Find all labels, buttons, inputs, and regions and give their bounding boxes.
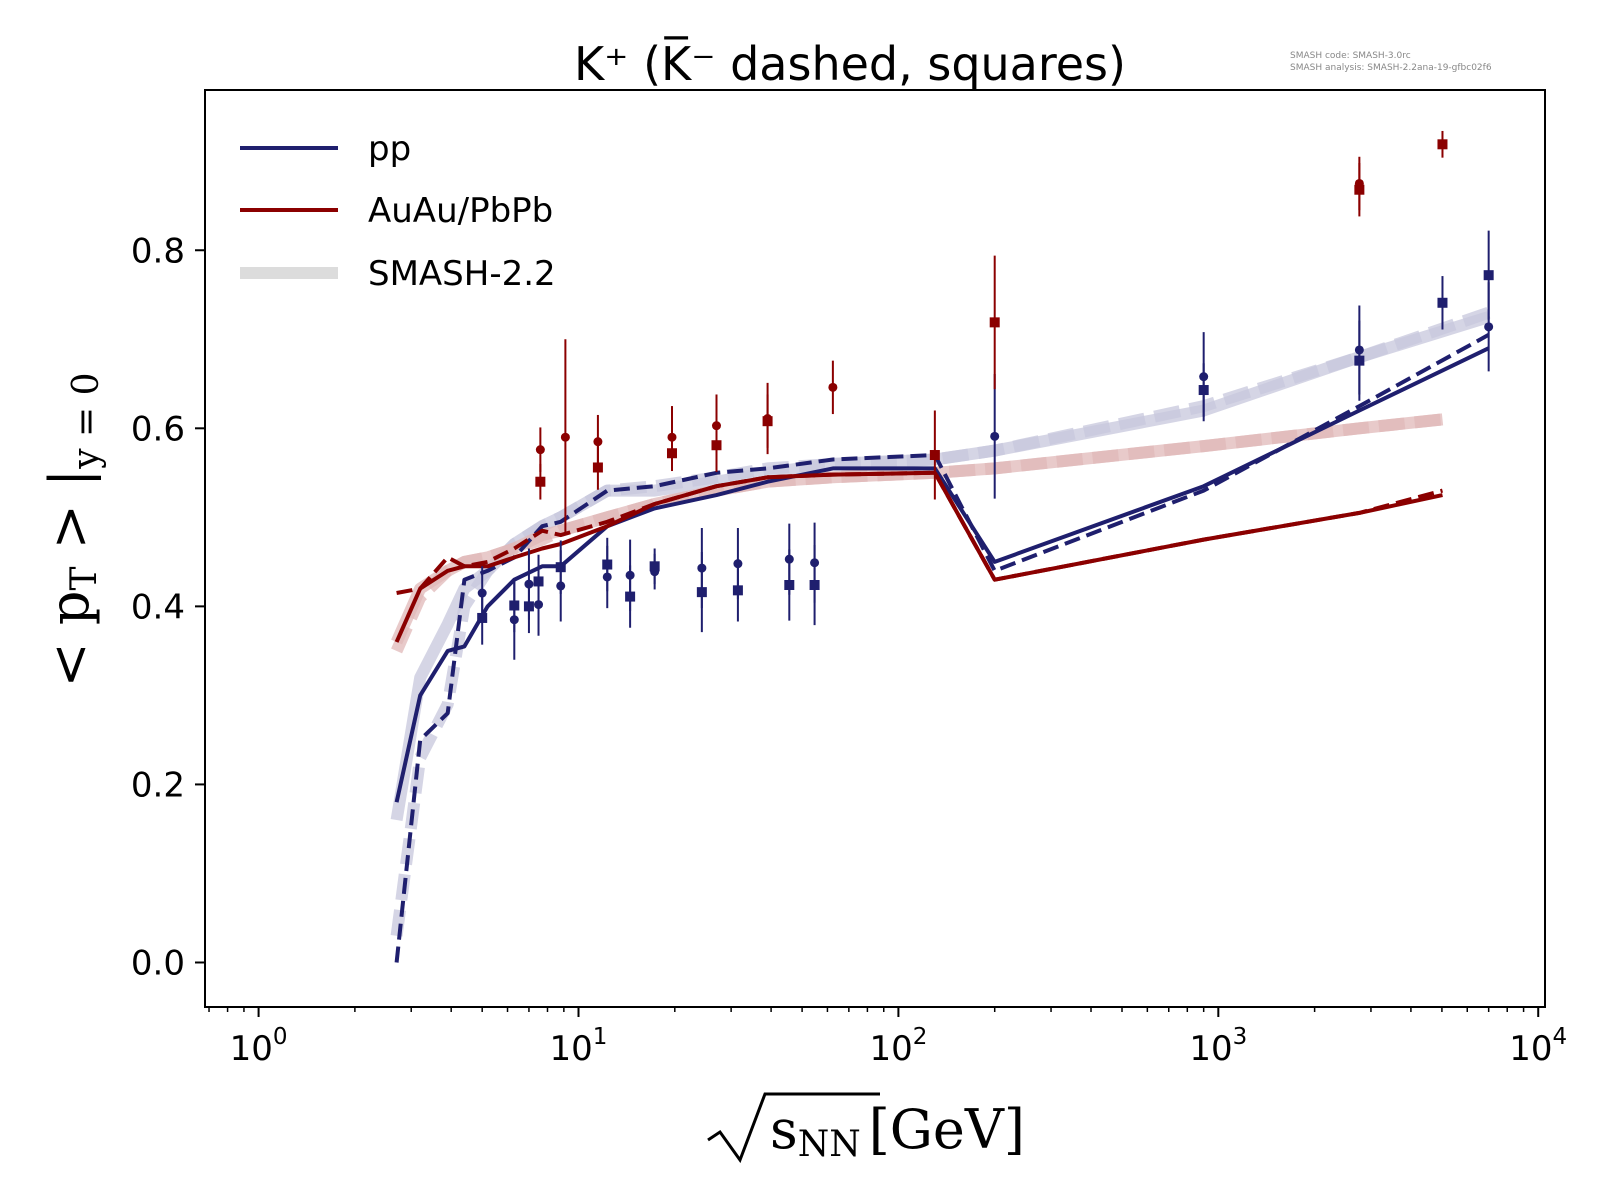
x-axis: 100 101 102 103 104: [208, 1007, 1567, 1069]
data-point-square: [509, 600, 520, 611]
x-axis-label-unit: [GeV]: [869, 1098, 1025, 1161]
y-axis-label: < pT > |y = 0: [38, 372, 107, 687]
x-tick-base: 10: [1189, 1029, 1232, 1069]
y-axis-label-mid: > |: [38, 469, 101, 567]
x-axis-label: sNN [GeV]: [707, 1092, 1025, 1165]
x-tick-exponent: 1: [593, 1024, 608, 1050]
data-point-circle: [1484, 322, 1494, 332]
data-point-circle: [828, 382, 838, 392]
data-point-square: [1198, 385, 1209, 396]
chart-title: K⁺ (K̅⁻ dashed, squares): [574, 36, 1126, 91]
data-point-square: [784, 580, 795, 591]
data-point-square: [711, 440, 722, 451]
series-line-auau-solid: [394, 470, 1443, 643]
x-axis-label-text: sNN [GeV]: [770, 1098, 1025, 1165]
data-point-square: [1483, 270, 1494, 281]
data-point-square: [666, 448, 677, 459]
data-point-square: [592, 462, 603, 473]
data-point-square: [1354, 184, 1365, 195]
x-tick-label: 101: [550, 1024, 608, 1069]
data-point-square: [929, 450, 940, 461]
data-point-square: [477, 612, 488, 623]
x-tick-base: 10: [230, 1029, 273, 1069]
y-axis: 0.0 0.2 0.4 0.6 0.8: [131, 231, 205, 983]
legend-label-pp: pp: [368, 129, 411, 169]
series-line-pp-dashed: [394, 333, 1490, 963]
y-tick-label: 0.2: [131, 765, 185, 805]
data-point-square: [602, 559, 613, 570]
x-tick-base: 10: [1509, 1029, 1552, 1069]
x-tick-label: 100: [230, 1024, 288, 1069]
data-point-square: [809, 580, 820, 591]
data-point-square: [523, 601, 534, 612]
y-tick-label: 0.8: [131, 231, 185, 271]
x-tick-base: 10: [869, 1029, 912, 1069]
legend-label-auau: AuAu/PbPb: [368, 191, 553, 231]
x-axis-label-sub: NN: [798, 1124, 861, 1165]
x-tick-base: 10: [550, 1029, 593, 1069]
data-point-square: [989, 317, 1000, 328]
x-tick-exponent: 2: [913, 1024, 928, 1050]
data-point-circle: [560, 432, 570, 442]
x-tick-label: 102: [869, 1024, 927, 1069]
data-point-square: [762, 416, 773, 427]
x-tick-label: 103: [1189, 1024, 1247, 1069]
y-axis-label-sub-t: T: [64, 567, 105, 591]
y-tick-label: 0.0: [131, 943, 185, 983]
data-point-square: [533, 576, 544, 587]
data-point-square: [649, 561, 660, 572]
data-point-square: [732, 585, 743, 596]
data-point-circle: [535, 445, 545, 455]
x-axis-label-base: s: [770, 1098, 798, 1161]
series-line-auau-dashed: [396, 470, 1444, 595]
data-point-square: [1437, 139, 1448, 150]
x-tick-label: 104: [1509, 1024, 1567, 1069]
y-tick-label: 0.4: [131, 587, 185, 627]
y-axis-label-sub-y: y = 0: [66, 372, 107, 469]
data-point-square: [1437, 297, 1448, 308]
data-point-square: [696, 587, 707, 598]
plot-area: [390, 130, 1494, 963]
series-line-smash22-auau-solid: [391, 413, 1444, 645]
data-point-circle: [593, 437, 603, 447]
watermark-line-2: SMASH analysis: SMASH-2.2ana-19-gfbc02f6: [1290, 63, 1492, 73]
x-tick-exponent: 3: [1233, 1024, 1248, 1050]
watermark-line-1: SMASH code: SMASH-3.0rc: [1290, 51, 1411, 61]
sqrt-sign: [707, 1092, 880, 1164]
legend: pp AuAu/PbPb SMASH-2.2: [240, 129, 556, 294]
data-point-square: [625, 591, 636, 602]
legend-label-smash22: SMASH-2.2: [368, 254, 556, 294]
data-point-circle: [990, 431, 1000, 441]
y-tick-label: 0.6: [131, 409, 185, 449]
data-point-square: [555, 562, 566, 573]
series-line-smash22-pp-dashed: [390, 306, 1491, 937]
x-tick-exponent: 0: [273, 1024, 288, 1050]
data-point-square: [1354, 355, 1365, 366]
y-axis-label-base: < p: [38, 591, 101, 688]
x-tick-exponent: 4: [1553, 1024, 1568, 1050]
data-point-square: [535, 476, 546, 487]
plot-frame: [204, 89, 1546, 1008]
